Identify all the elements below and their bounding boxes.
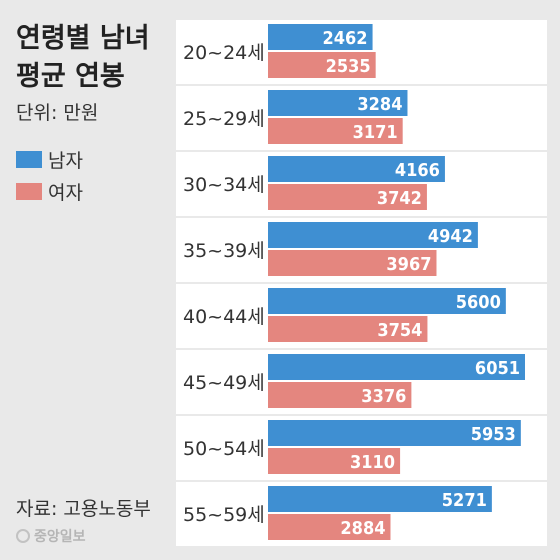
value-label-female: 2535 — [326, 56, 371, 77]
value-label-male: 5953 — [471, 424, 516, 445]
bar-male — [268, 354, 525, 380]
bar-male — [268, 156, 445, 182]
legend-item-female: 여자 — [16, 175, 83, 207]
bar-female — [268, 184, 427, 210]
bar-male — [268, 90, 408, 116]
bar-female — [268, 514, 391, 540]
bar-female — [268, 118, 403, 144]
publisher-logo-icon — [16, 529, 30, 543]
value-label-male: 5600 — [456, 292, 501, 313]
value-label-female: 3967 — [386, 254, 431, 275]
category-label: 45~49세 — [183, 372, 265, 394]
value-label-male: 4942 — [428, 226, 473, 247]
value-label-female: 3742 — [377, 188, 422, 209]
bar-male — [268, 222, 478, 248]
value-label-male: 5271 — [442, 490, 487, 511]
value-label-female: 3171 — [353, 122, 398, 143]
category-label: 40~44세 — [183, 306, 265, 328]
publisher-credit: 중앙일보 — [16, 526, 86, 546]
value-label-female: 3376 — [361, 386, 406, 407]
value-label-female: 3754 — [377, 320, 422, 341]
legend-label-male: 남자 — [48, 149, 83, 172]
publisher-name: 중앙일보 — [34, 529, 86, 545]
bar-male — [268, 288, 506, 314]
legend-item-male: 남자 — [16, 143, 83, 175]
category-label: 30~34세 — [183, 174, 265, 196]
bar-male — [268, 486, 492, 512]
title-line-2: 평균 연봉 — [16, 61, 125, 92]
bar-female — [268, 382, 412, 408]
category-label: 35~39세 — [183, 240, 265, 262]
value-label-male: 6051 — [475, 358, 520, 379]
bar-male — [268, 420, 521, 446]
bar-female — [268, 316, 428, 342]
legend-label-female: 여자 — [48, 181, 83, 204]
bar-female — [268, 52, 376, 78]
legend-swatch-female — [16, 182, 42, 200]
unit-label: 단위: 만원 — [16, 102, 99, 124]
value-label-female: 3110 — [350, 452, 395, 473]
value-label-male: 4166 — [395, 160, 440, 181]
source-note: 자료: 고용노동부 — [16, 498, 151, 520]
category-label: 25~29세 — [183, 108, 265, 130]
value-label-male: 2462 — [322, 28, 367, 49]
bar-female — [268, 250, 437, 276]
legend-swatch-male — [16, 150, 42, 168]
legend: 남자 여자 — [16, 143, 83, 207]
category-label: 55~59세 — [183, 504, 265, 526]
title-line-1: 연령별 남녀 — [16, 23, 150, 54]
bar-male — [268, 24, 373, 50]
value-label-male: 3284 — [357, 94, 402, 115]
chart-title: 연령별 남녀 평균 연봉 — [16, 20, 150, 96]
category-label: 20~24세 — [183, 42, 265, 64]
bar-female — [268, 448, 401, 474]
value-label-female: 2884 — [340, 518, 385, 539]
category-label: 50~54세 — [183, 438, 265, 460]
